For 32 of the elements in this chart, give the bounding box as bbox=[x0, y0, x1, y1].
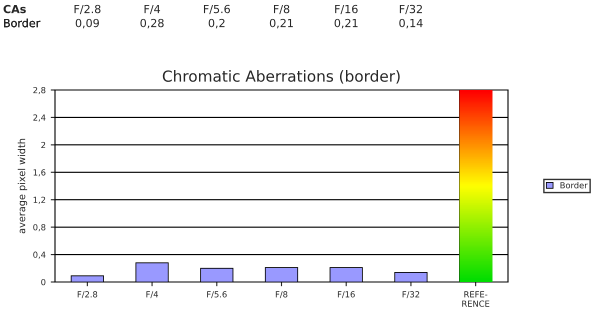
x-tick-label: F/4 bbox=[146, 291, 158, 298]
category-label: F/4 bbox=[144, 4, 160, 14]
y-tick-label: 2,4 bbox=[33, 114, 46, 122]
y-axis-title: average pixel width bbox=[18, 138, 28, 234]
text: CAs bbox=[4, 4, 26, 14]
legend-label: Border bbox=[560, 182, 588, 188]
data-label: 0,28 bbox=[140, 18, 164, 28]
data-label: 0,21 bbox=[270, 18, 293, 28]
category-label: F/2.8 bbox=[74, 4, 100, 14]
y-tick-label: 0,4 bbox=[33, 252, 46, 259]
text: Border bbox=[4, 18, 40, 28]
category-label: F/8 bbox=[274, 4, 290, 14]
data-label: 0,14 bbox=[399, 18, 423, 28]
x-tick-label: F/2.8 bbox=[78, 291, 98, 298]
category-label: F/16 bbox=[335, 4, 358, 14]
x-tick-label: F/16 bbox=[338, 291, 355, 298]
y-tick-label: 0 bbox=[41, 278, 46, 286]
data-label: 0,21 bbox=[334, 18, 358, 28]
y-tick-label: 2 bbox=[41, 142, 46, 148]
x-tick-label: F/8 bbox=[276, 291, 288, 298]
x-tick-label: F/5.6 bbox=[207, 291, 227, 298]
y-tick-label: 0,8 bbox=[33, 224, 46, 232]
data-label: 0,2 bbox=[208, 18, 225, 28]
y-tick-label: 1,6 bbox=[34, 169, 46, 176]
x-tick-label: REFE- RENCE bbox=[462, 291, 490, 307]
data-label: 0,09 bbox=[76, 18, 99, 28]
category-label: F/5.6 bbox=[204, 4, 230, 14]
y-tick-label: 2,8 bbox=[33, 86, 46, 94]
chart-title: Chromatic Aberrations (border) bbox=[162, 70, 400, 84]
x-tick-label: F/32 bbox=[402, 291, 420, 298]
category-label: F/32 bbox=[400, 4, 422, 14]
y-tick-label: 1,2 bbox=[34, 196, 46, 204]
